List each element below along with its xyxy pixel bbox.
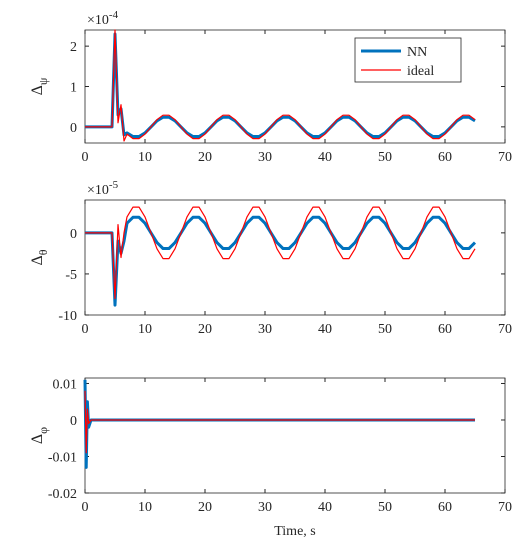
x-tick-label: 10: [138, 500, 152, 515]
x-tick-label: 0: [82, 322, 89, 337]
y-label-main: Δ: [29, 85, 46, 95]
x-tick-label: 30: [258, 500, 272, 515]
subplot: 0 10 20 30 40 50 60 70 -0.02 -0.01 0 0.01 Δφ Time, s: [29, 377, 512, 539]
series-line: [84, 390, 475, 454]
y-tick-label: -5: [65, 268, 77, 283]
y-label-sub: ψ: [36, 77, 50, 85]
x-tick-label: 40: [318, 500, 332, 515]
axes-box: [84, 199, 506, 316]
x-tick-label: 50: [378, 500, 392, 515]
x-tick-label: 0: [82, 150, 89, 165]
y-label-sub: θ: [36, 249, 50, 255]
y-tick-label: 2: [70, 40, 77, 55]
y-multiplier: ×10-4: [87, 9, 119, 28]
x-tick-label: 60: [438, 150, 452, 165]
y-tick-label: -0.02: [48, 487, 77, 502]
x-tick-label: 20: [198, 322, 212, 337]
x-tick-label: 0: [82, 500, 89, 515]
y-label-main: Δ: [29, 434, 46, 444]
x-tick-label: 20: [198, 500, 212, 515]
series-line: [85, 206, 476, 300]
multiplier-exponent: -5: [109, 179, 119, 191]
x-tick-label: 60: [438, 322, 452, 337]
legend-label: ideal: [407, 64, 434, 79]
x-tick-label: 70: [498, 322, 512, 337]
y-label-sub: φ: [36, 427, 50, 434]
y-tick-label: 0: [70, 121, 77, 136]
subplot: 0 10 20 30 40 50 60 70-10-50×10-5Δθ: [29, 179, 512, 337]
y-tick-label: 0: [70, 227, 77, 242]
x-tick-label: 30: [258, 150, 272, 165]
x-tick-label: 40: [318, 150, 332, 165]
x-tick-label: 20: [198, 150, 212, 165]
series-line: [85, 215, 477, 307]
y-multiplier: ×10-5: [87, 179, 119, 198]
multiplier-base: ×10: [87, 13, 109, 28]
y-label-main: Δ: [29, 255, 46, 265]
y-tick-label: 0: [70, 414, 77, 429]
y-tick-label: 0.01: [53, 377, 78, 392]
multiplier-base: ×10: [87, 183, 109, 198]
y-tick-label: -10: [58, 309, 77, 324]
x-tick-label: 70: [498, 500, 512, 515]
x-tick-label: 70: [498, 150, 512, 165]
x-tick-label: 10: [138, 322, 152, 337]
x-tick-label: 30: [258, 322, 272, 337]
axes-box: [84, 377, 506, 494]
series-line: [85, 29, 476, 142]
y-tick-label: 1: [70, 81, 77, 96]
y-axis-label: Δφ: [29, 427, 50, 444]
x-tick-label: 40: [318, 322, 332, 337]
legend-label: NN: [407, 45, 427, 60]
x-tick-label: 60: [438, 500, 452, 515]
series-line: [83, 379, 475, 469]
x-tick-label: 50: [378, 322, 392, 337]
x-tick-label: 50: [378, 150, 392, 165]
x-tick-label: 10: [138, 150, 152, 165]
subplot: 0 10 20 30 40 50 60 70 0 1 2 ×10-4 Δψ NN ideal: [29, 9, 512, 165]
x-axis-label: Time, s: [274, 524, 316, 539]
y-tick-label: -0.01: [48, 450, 77, 465]
y-axis-label: Δθ: [29, 249, 50, 265]
multiplier-exponent: -4: [109, 9, 119, 21]
legend-box: [354, 37, 462, 83]
y-axis-label: Δψ: [29, 77, 50, 95]
